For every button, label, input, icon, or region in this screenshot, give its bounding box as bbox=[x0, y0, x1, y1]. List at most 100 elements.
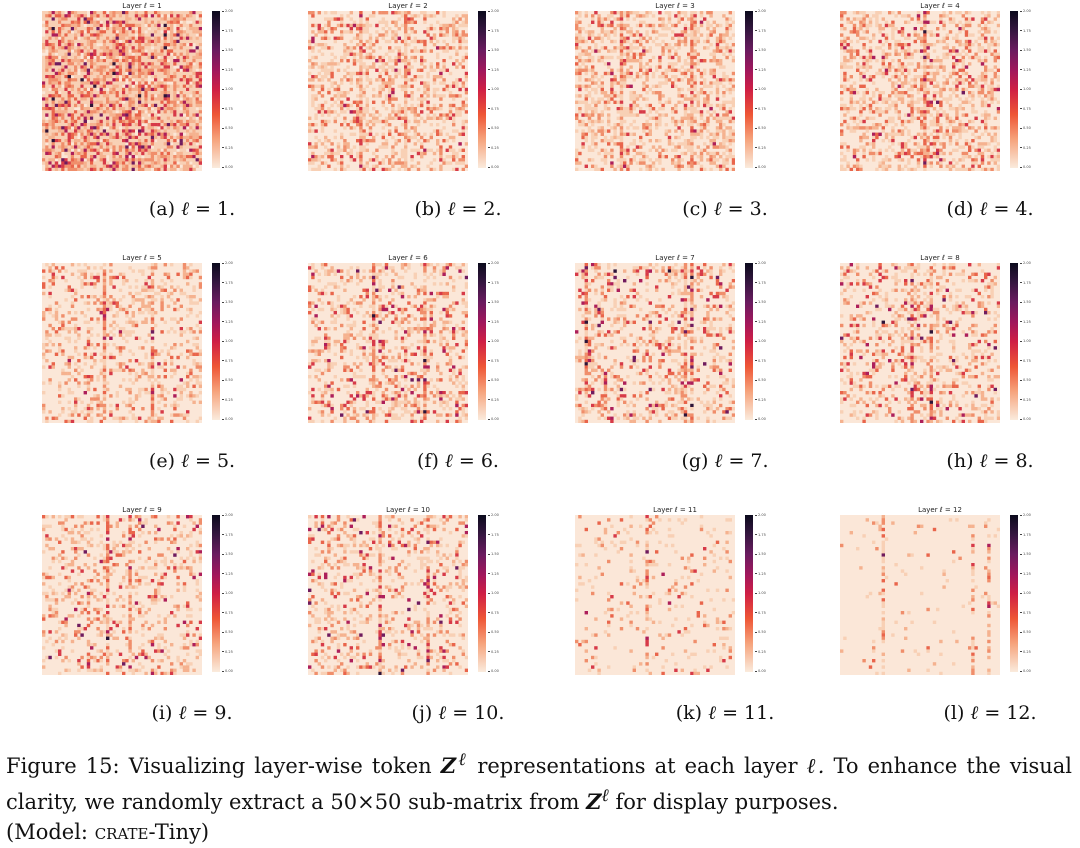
heatmap-cell bbox=[375, 158, 379, 162]
heatmap-cell bbox=[378, 94, 382, 98]
heatmap-cell bbox=[594, 100, 598, 104]
heatmap-cell bbox=[584, 68, 588, 72]
heatmap-cell bbox=[359, 36, 363, 40]
heatmap-cell bbox=[118, 135, 123, 140]
heatmap-cell bbox=[144, 39, 148, 44]
heatmap-cell bbox=[157, 119, 161, 124]
heatmap-cell bbox=[464, 119, 468, 124]
heatmap-cell bbox=[623, 158, 627, 162]
heatmap-cell bbox=[189, 11, 193, 15]
heatmap-cell bbox=[400, 116, 405, 120]
heatmap-cell bbox=[413, 129, 417, 133]
heatmap-cell bbox=[182, 161, 187, 165]
heatmap-cell bbox=[93, 126, 97, 130]
heatmap-cell bbox=[195, 39, 199, 44]
heatmap-cell bbox=[93, 123, 97, 127]
colorbar-tick-label: 0.75 bbox=[222, 107, 233, 111]
heatmap-cell bbox=[420, 116, 424, 120]
heatmap-cell bbox=[122, 46, 126, 50]
heatmap-cell bbox=[429, 132, 433, 136]
heatmap-cell bbox=[115, 39, 119, 44]
heatmap-cell bbox=[397, 71, 401, 76]
heatmap-cell bbox=[99, 164, 103, 168]
heatmap-cell bbox=[677, 145, 681, 149]
heatmap-cell bbox=[330, 71, 334, 76]
heatmap-cell bbox=[372, 107, 376, 111]
heatmap-cell bbox=[690, 113, 694, 117]
heatmap-cell bbox=[626, 11, 630, 15]
heatmap-cell bbox=[664, 78, 668, 82]
heatmap-cell bbox=[645, 164, 649, 168]
heatmap-cell bbox=[712, 135, 716, 140]
heatmap-cell bbox=[703, 103, 707, 108]
heatmap-cell bbox=[699, 71, 704, 76]
heatmap-cell bbox=[616, 94, 620, 98]
heatmap-cell bbox=[144, 148, 148, 152]
heatmap-cell bbox=[134, 36, 139, 40]
heatmap-cell bbox=[154, 151, 158, 156]
heatmap-cell bbox=[147, 46, 151, 50]
heatmap-cell bbox=[651, 27, 656, 31]
heatmap-cell bbox=[80, 148, 84, 152]
heatmap-cell bbox=[93, 33, 97, 37]
heatmap-cell bbox=[600, 27, 604, 31]
heatmap-cell bbox=[115, 17, 119, 21]
heatmap-cell bbox=[173, 148, 177, 152]
heatmap-cell bbox=[112, 145, 116, 149]
heatmap-cell bbox=[166, 100, 171, 104]
heatmap-cell bbox=[690, 59, 694, 63]
heatmap-cell bbox=[394, 55, 398, 60]
heatmap-cell bbox=[198, 39, 202, 44]
heatmap-cell bbox=[166, 49, 171, 53]
heatmap-cell bbox=[597, 14, 601, 18]
heatmap-cell bbox=[356, 151, 360, 156]
heatmap-cell bbox=[48, 107, 52, 111]
heatmap-cell bbox=[629, 110, 633, 114]
heatmap-cell bbox=[359, 52, 363, 56]
heatmap-cell bbox=[42, 158, 46, 162]
heatmap-cell bbox=[400, 164, 405, 168]
heatmap-cell bbox=[394, 126, 398, 130]
heatmap-cell bbox=[131, 97, 135, 101]
heatmap-cell bbox=[349, 23, 353, 28]
heatmap-cell bbox=[314, 55, 318, 60]
heatmap-cell bbox=[96, 46, 100, 50]
heatmap-cell bbox=[96, 103, 100, 108]
heatmap-cell bbox=[42, 36, 46, 40]
heatmap-cell bbox=[134, 148, 139, 152]
heatmap-cell bbox=[859, 17, 863, 21]
heatmap-cell bbox=[51, 103, 55, 108]
heatmap-cell bbox=[42, 87, 46, 92]
heatmap-cell bbox=[619, 39, 624, 44]
heatmap-cell bbox=[157, 107, 161, 111]
heatmap-cell bbox=[179, 36, 183, 40]
heatmap-cell bbox=[655, 116, 659, 120]
heatmap-cell bbox=[680, 71, 684, 76]
heatmap-cell bbox=[80, 43, 84, 47]
heatmap-cell bbox=[709, 91, 713, 95]
heatmap-cell bbox=[699, 123, 704, 127]
heatmap-cell bbox=[45, 11, 49, 15]
heatmap-cell bbox=[67, 68, 71, 72]
heatmap-cell bbox=[722, 142, 726, 146]
heatmap-cell bbox=[619, 33, 624, 37]
heatmap-cell bbox=[613, 123, 617, 127]
heatmap-cell bbox=[352, 36, 357, 40]
heatmap-cell bbox=[83, 129, 87, 133]
heatmap-cell bbox=[122, 119, 126, 124]
heatmap-cell bbox=[436, 20, 440, 24]
heatmap-cell bbox=[67, 100, 71, 104]
heatmap-cell bbox=[372, 151, 376, 156]
heatmap-cell bbox=[77, 164, 81, 168]
heatmap-cell bbox=[610, 30, 614, 34]
heatmap-cell bbox=[99, 46, 103, 50]
heatmap-cell bbox=[115, 94, 119, 98]
heatmap-cell bbox=[955, 11, 959, 15]
heatmap-cell bbox=[176, 81, 180, 85]
heatmap-cell bbox=[346, 123, 350, 127]
heatmap-cell bbox=[125, 103, 129, 108]
heatmap-cell bbox=[77, 116, 81, 120]
heatmap-cell bbox=[715, 62, 720, 66]
heatmap-cell bbox=[70, 17, 75, 21]
heatmap-cell bbox=[186, 139, 190, 143]
